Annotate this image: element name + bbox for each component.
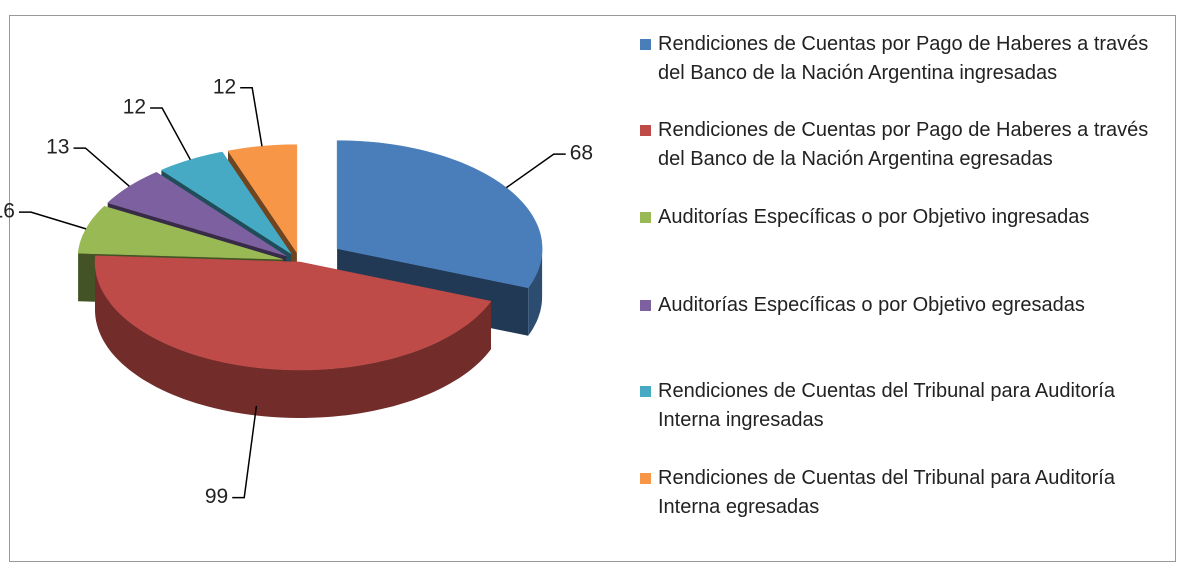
legend-item: Rendiciones de Cuentas del Tribunal para… [640, 464, 1170, 522]
data-label: 68 [570, 142, 593, 165]
leader-line [73, 147, 130, 187]
slice-top [94, 255, 492, 371]
slice-wall [528, 248, 543, 336]
legend-item: Rendiciones de Cuentas por Pago de Haber… [640, 30, 1170, 88]
leader-line [505, 153, 566, 189]
legend-label: Rendiciones de Cuentas del Tribunal para… [658, 467, 1115, 518]
legend-label: Rendiciones de Cuentas por Pago de Haber… [658, 119, 1149, 170]
legend-label: Rendiciones de Cuentas por Pago de Haber… [658, 33, 1149, 84]
data-label: 99 [205, 485, 228, 508]
data-label: 12 [213, 75, 236, 98]
legend-label: Rendiciones de Cuentas del Tribunal para… [658, 380, 1115, 431]
legend-label: Auditorías Específicas o por Objetivo in… [658, 206, 1090, 228]
legend-item: Auditorías Específicas o por Objetivo eg… [640, 291, 1170, 320]
legend-label: Auditorías Específicas o por Objetivo eg… [658, 294, 1085, 316]
legend-item: Rendiciones de Cuentas por Pago de Haber… [640, 116, 1170, 174]
legend-swatch [640, 39, 651, 50]
legend-swatch [640, 473, 651, 484]
legend-item: Rendiciones de Cuentas del Tribunal para… [640, 377, 1170, 435]
legend-swatch [640, 125, 651, 136]
legend-swatch [640, 212, 651, 223]
slice-wall [95, 262, 491, 418]
data-label: 16 [0, 200, 15, 223]
legend-swatch [640, 386, 651, 397]
leader-line [240, 86, 263, 147]
slice-top [107, 172, 287, 257]
leader-line [232, 405, 258, 499]
leader-line [18, 211, 87, 230]
pie-slice [94, 255, 492, 418]
chart-border [9, 15, 1176, 562]
data-label: 13 [46, 136, 69, 159]
legend-swatch [640, 300, 651, 311]
legend-item: Auditorías Específicas o por Objetivo in… [640, 203, 1170, 232]
leader-line [150, 107, 192, 161]
data-label: 12 [123, 96, 146, 119]
